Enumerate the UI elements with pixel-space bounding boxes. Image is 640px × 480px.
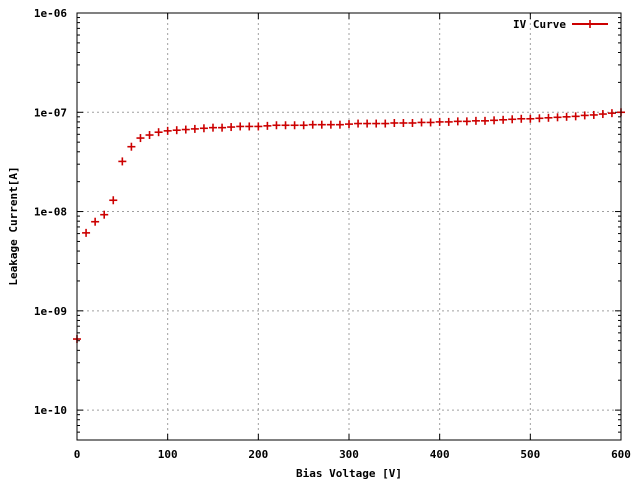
data-point <box>181 125 190 134</box>
y-tick-label: 1e-10 <box>34 404 67 417</box>
y-axis-label: Leakage Current[A] <box>7 166 20 285</box>
data-point <box>453 117 462 126</box>
grid <box>77 13 621 440</box>
data-point <box>326 120 335 129</box>
data-point <box>145 131 154 140</box>
data-point <box>190 124 199 133</box>
data-point <box>308 120 317 129</box>
data-point <box>172 126 181 135</box>
legend-marker-plus <box>586 20 594 28</box>
data-point <box>272 121 281 130</box>
data-point <box>82 228 91 237</box>
data-point <box>426 118 435 127</box>
data-point <box>354 119 363 128</box>
data-point <box>154 128 163 137</box>
data-point <box>589 110 598 119</box>
data-point <box>435 117 444 126</box>
data-point <box>462 117 471 126</box>
data-point <box>109 196 118 205</box>
data-point <box>444 117 453 126</box>
data-point <box>218 123 227 132</box>
data-point <box>471 116 480 125</box>
axis-ticks: 0 100 200 300 400 500 600 1e-10 1e-09 1e-08 1e-07 1… <box>34 7 631 461</box>
x-tick-label: 400 <box>430 448 450 461</box>
y-tick-label: 1e-09 <box>34 305 67 318</box>
data-point <box>517 114 526 123</box>
data-point <box>490 116 499 125</box>
data-point <box>571 112 580 121</box>
data-point <box>598 110 607 119</box>
data-point <box>299 121 308 130</box>
data-point <box>118 157 127 166</box>
x-axis-label: Bias Voltage [V] <box>296 467 402 480</box>
data-point <box>408 118 417 127</box>
data-point <box>381 119 390 128</box>
data-point <box>508 115 517 124</box>
x-tick-label: 0 <box>74 448 81 461</box>
data-point <box>290 121 299 130</box>
data-point <box>372 119 381 128</box>
data-points <box>73 108 625 344</box>
y-tick-label: 1e-08 <box>34 206 67 219</box>
data-point <box>127 142 136 151</box>
data-point <box>227 123 236 132</box>
data-point <box>363 119 372 128</box>
data-point <box>481 116 489 125</box>
data-point <box>100 210 109 219</box>
x-tick-label: 500 <box>520 448 540 461</box>
data-point <box>544 113 553 122</box>
data-point <box>390 118 399 127</box>
data-point <box>526 114 535 123</box>
data-point <box>553 113 562 122</box>
data-point <box>607 109 616 118</box>
data-point <box>345 120 353 129</box>
data-point <box>136 134 145 143</box>
data-point <box>236 122 245 131</box>
data-point <box>335 120 344 129</box>
data-point <box>417 118 426 127</box>
data-point <box>199 124 208 133</box>
y-tick-label: 1e-07 <box>34 106 67 119</box>
data-point <box>317 120 326 129</box>
data-point <box>499 115 508 124</box>
data-point <box>245 122 254 131</box>
data-point <box>562 112 571 121</box>
y-tick-label: 1e-06 <box>34 7 67 20</box>
data-point <box>399 118 408 127</box>
data-point <box>209 123 217 132</box>
data-point <box>263 121 272 130</box>
data-point <box>580 111 589 120</box>
data-point <box>254 122 263 131</box>
x-tick-label: 200 <box>248 448 268 461</box>
data-point <box>91 217 100 226</box>
x-tick-label: 100 <box>158 448 178 461</box>
plot-frame <box>76 12 622 441</box>
x-tick-label: 300 <box>339 448 359 461</box>
legend-label: IV Curve <box>513 18 566 31</box>
data-point <box>281 121 290 130</box>
legend-swatch-marker <box>586 20 594 28</box>
data-point <box>535 114 544 123</box>
legend: IV Curve <box>513 18 608 31</box>
data-point <box>163 126 172 135</box>
x-tick-label: 600 <box>611 448 631 461</box>
